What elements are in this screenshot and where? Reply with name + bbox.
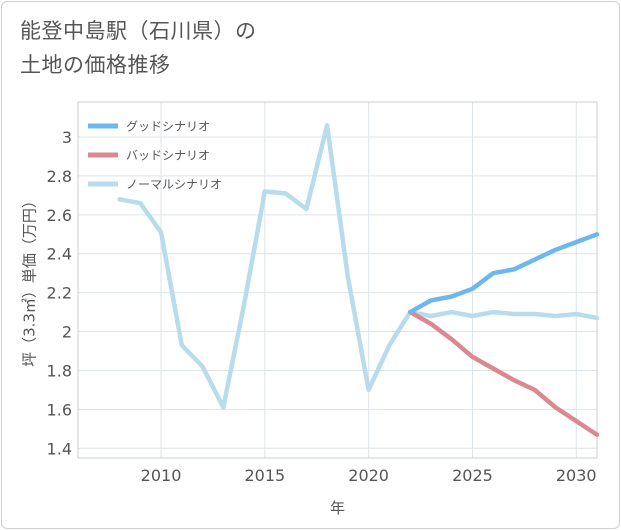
legend-label-1: グッドシナリオ bbox=[126, 120, 210, 134]
legend-label-2: バッドシナリオ bbox=[126, 149, 210, 163]
y-tick-label: 2.6 bbox=[47, 206, 72, 225]
plot-frame bbox=[77, 101, 598, 459]
data-series bbox=[117, 123, 600, 437]
y-tick-label: 2 bbox=[62, 323, 72, 342]
plot-border bbox=[77, 101, 598, 459]
series-line-3 bbox=[117, 123, 600, 410]
y-tick-label: 1.8 bbox=[47, 361, 72, 380]
x-tick-label: 2010 bbox=[141, 466, 182, 485]
chart-title-line-2: 土地の価格推移 bbox=[20, 53, 171, 77]
chart-title: 能登中島駅（石川県）の 土地の価格推移 bbox=[20, 14, 257, 82]
x-tick-labels: 2010 2015 2020 2025 2030 bbox=[141, 466, 597, 485]
y-tick-label: 1.4 bbox=[47, 439, 72, 458]
y-axis-title: 坪（3.3㎡）単価（万円） bbox=[21, 193, 39, 367]
x-tick-label: 2025 bbox=[452, 466, 493, 485]
x-tick-label: 2015 bbox=[244, 466, 285, 485]
series-line-1 bbox=[407, 232, 600, 315]
y-tick-label: 2.4 bbox=[47, 245, 72, 264]
x-tick-label: 2020 bbox=[348, 466, 389, 485]
grid-lines bbox=[78, 102, 597, 458]
x-tick-label: 2030 bbox=[556, 466, 597, 485]
y-tick-label: 2.2 bbox=[47, 284, 72, 303]
y-tick-labels: 1.4 1.6 1.8 2 2.2 2.4 2.6 2.8 3 bbox=[47, 128, 72, 458]
y-tick-label: 2.8 bbox=[47, 167, 72, 186]
legend-label-3: ノーマルシナリオ bbox=[126, 178, 222, 192]
x-axis-title: 年 bbox=[330, 499, 345, 517]
series-line-2 bbox=[407, 309, 600, 437]
chart-title-line-1: 能登中島駅（石川県）の bbox=[20, 19, 257, 43]
y-tick-label: 3 bbox=[62, 128, 72, 147]
y-tick-label: 1.6 bbox=[47, 400, 72, 419]
